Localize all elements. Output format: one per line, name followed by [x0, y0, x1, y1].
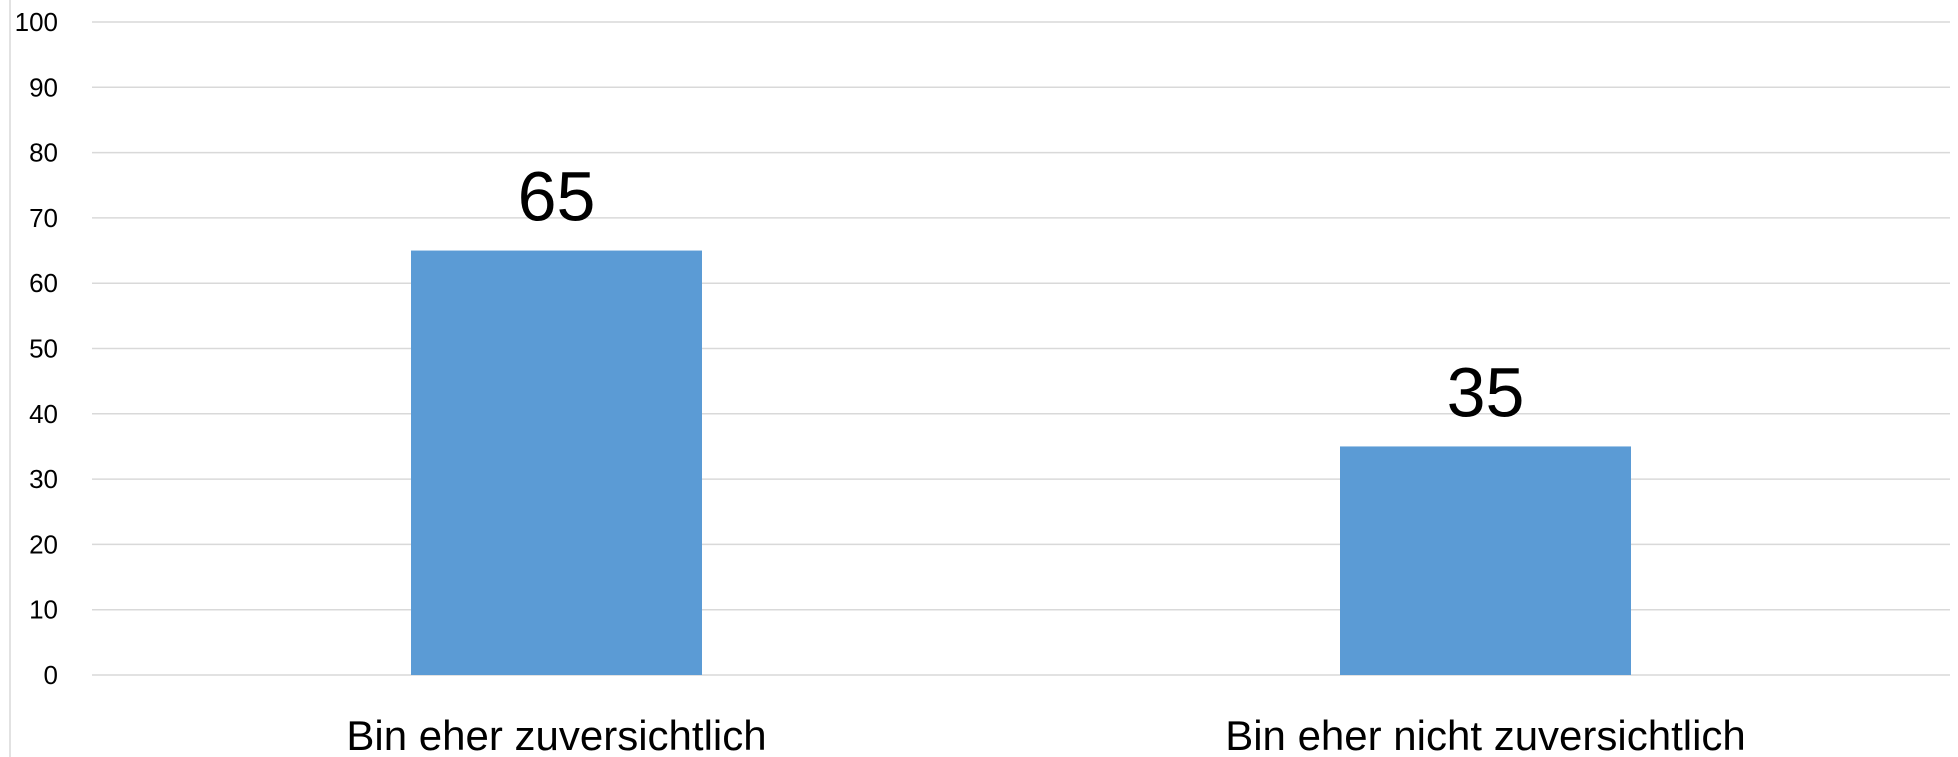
- y-tick-label: 0: [44, 660, 58, 690]
- y-axis-tick-labels: 0 10 20 30 40 50 60 70 80 90 100: [15, 7, 58, 690]
- bar: [411, 251, 702, 675]
- y-tick-label: 10: [29, 595, 58, 625]
- x-category-label: Bin eher nicht zuversichtlich: [1225, 712, 1746, 757]
- y-tick-label: 20: [29, 529, 58, 559]
- y-tick-label: 50: [29, 334, 58, 364]
- y-tick-label: 30: [29, 464, 58, 494]
- y-tick-label: 40: [29, 399, 58, 429]
- x-axis-category-labels: Bin eher zuversichtlich Bin eher nicht zu…: [346, 712, 1745, 757]
- y-tick-label: 60: [29, 268, 58, 298]
- bar: [1340, 446, 1631, 675]
- bars: [411, 251, 1631, 675]
- gridlines: [92, 22, 1950, 675]
- y-tick-label: 90: [29, 72, 58, 102]
- data-label: 35: [1447, 353, 1525, 431]
- y-tick-label: 80: [29, 138, 58, 168]
- y-tick-label: 100: [15, 7, 58, 37]
- y-tick-label: 70: [29, 203, 58, 233]
- x-category-label: Bin eher zuversichtlich: [346, 712, 766, 757]
- data-label: 65: [518, 158, 596, 236]
